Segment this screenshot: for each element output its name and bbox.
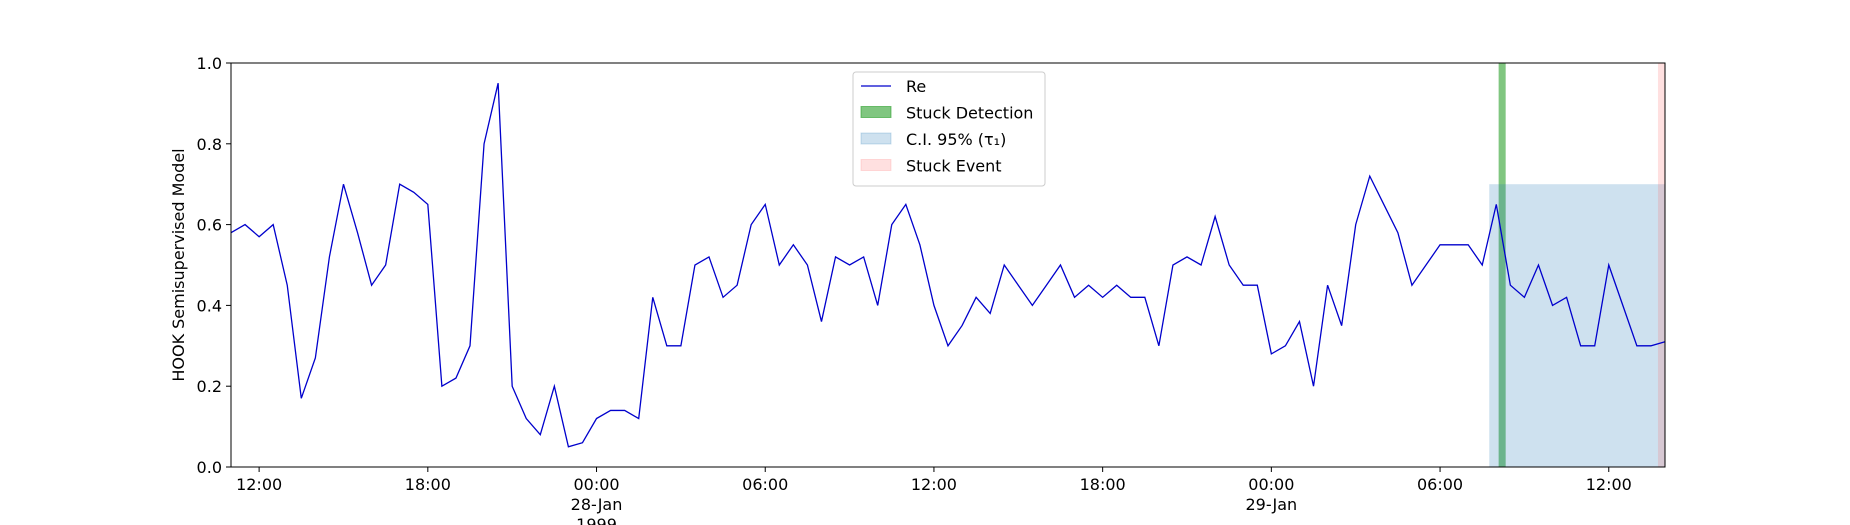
legend-label: Re	[906, 77, 926, 96]
x-tick-label: 00:00 29-Jan	[1246, 475, 1298, 514]
x-tick-label: 18:00	[1080, 475, 1126, 494]
y-tick-label: 0.8	[197, 135, 222, 154]
span	[1657, 63, 1665, 467]
legend-label: C.I. 95% (τ₁)	[906, 130, 1006, 149]
x-tick-label: 12:00	[236, 475, 282, 494]
span	[1498, 63, 1506, 467]
x-tick-label: 12:00	[911, 475, 957, 494]
legend-box	[852, 71, 1046, 187]
data-line	[230, 83, 1666, 448]
y-tick-label: 0.6	[197, 216, 222, 235]
x-tick-label: 00:00 28-Jan 1999	[571, 475, 623, 525]
axes-frame	[230, 62, 1666, 468]
x-tick-label: 06:00	[1417, 475, 1463, 494]
y-axis-label: HOOK Semisupervised Model	[169, 148, 188, 381]
y-tick-label: 0.0	[197, 458, 222, 477]
x-tick-label: 12:00	[1586, 475, 1632, 494]
legend-label: Stuck Event	[906, 157, 1002, 176]
span	[1489, 184, 1665, 467]
y-tick-label: 0.2	[197, 377, 222, 396]
x-tick-label: 18:00	[405, 475, 451, 494]
y-tick-label: 0.4	[197, 296, 222, 315]
legend-swatch	[860, 159, 892, 171]
legend-swatch	[860, 132, 892, 145]
legend-label: Stuck Detection	[906, 104, 1033, 123]
legend-swatch	[860, 106, 892, 118]
x-tick-label: 06:00	[742, 475, 788, 494]
y-tick-label: 1.0	[197, 54, 222, 73]
